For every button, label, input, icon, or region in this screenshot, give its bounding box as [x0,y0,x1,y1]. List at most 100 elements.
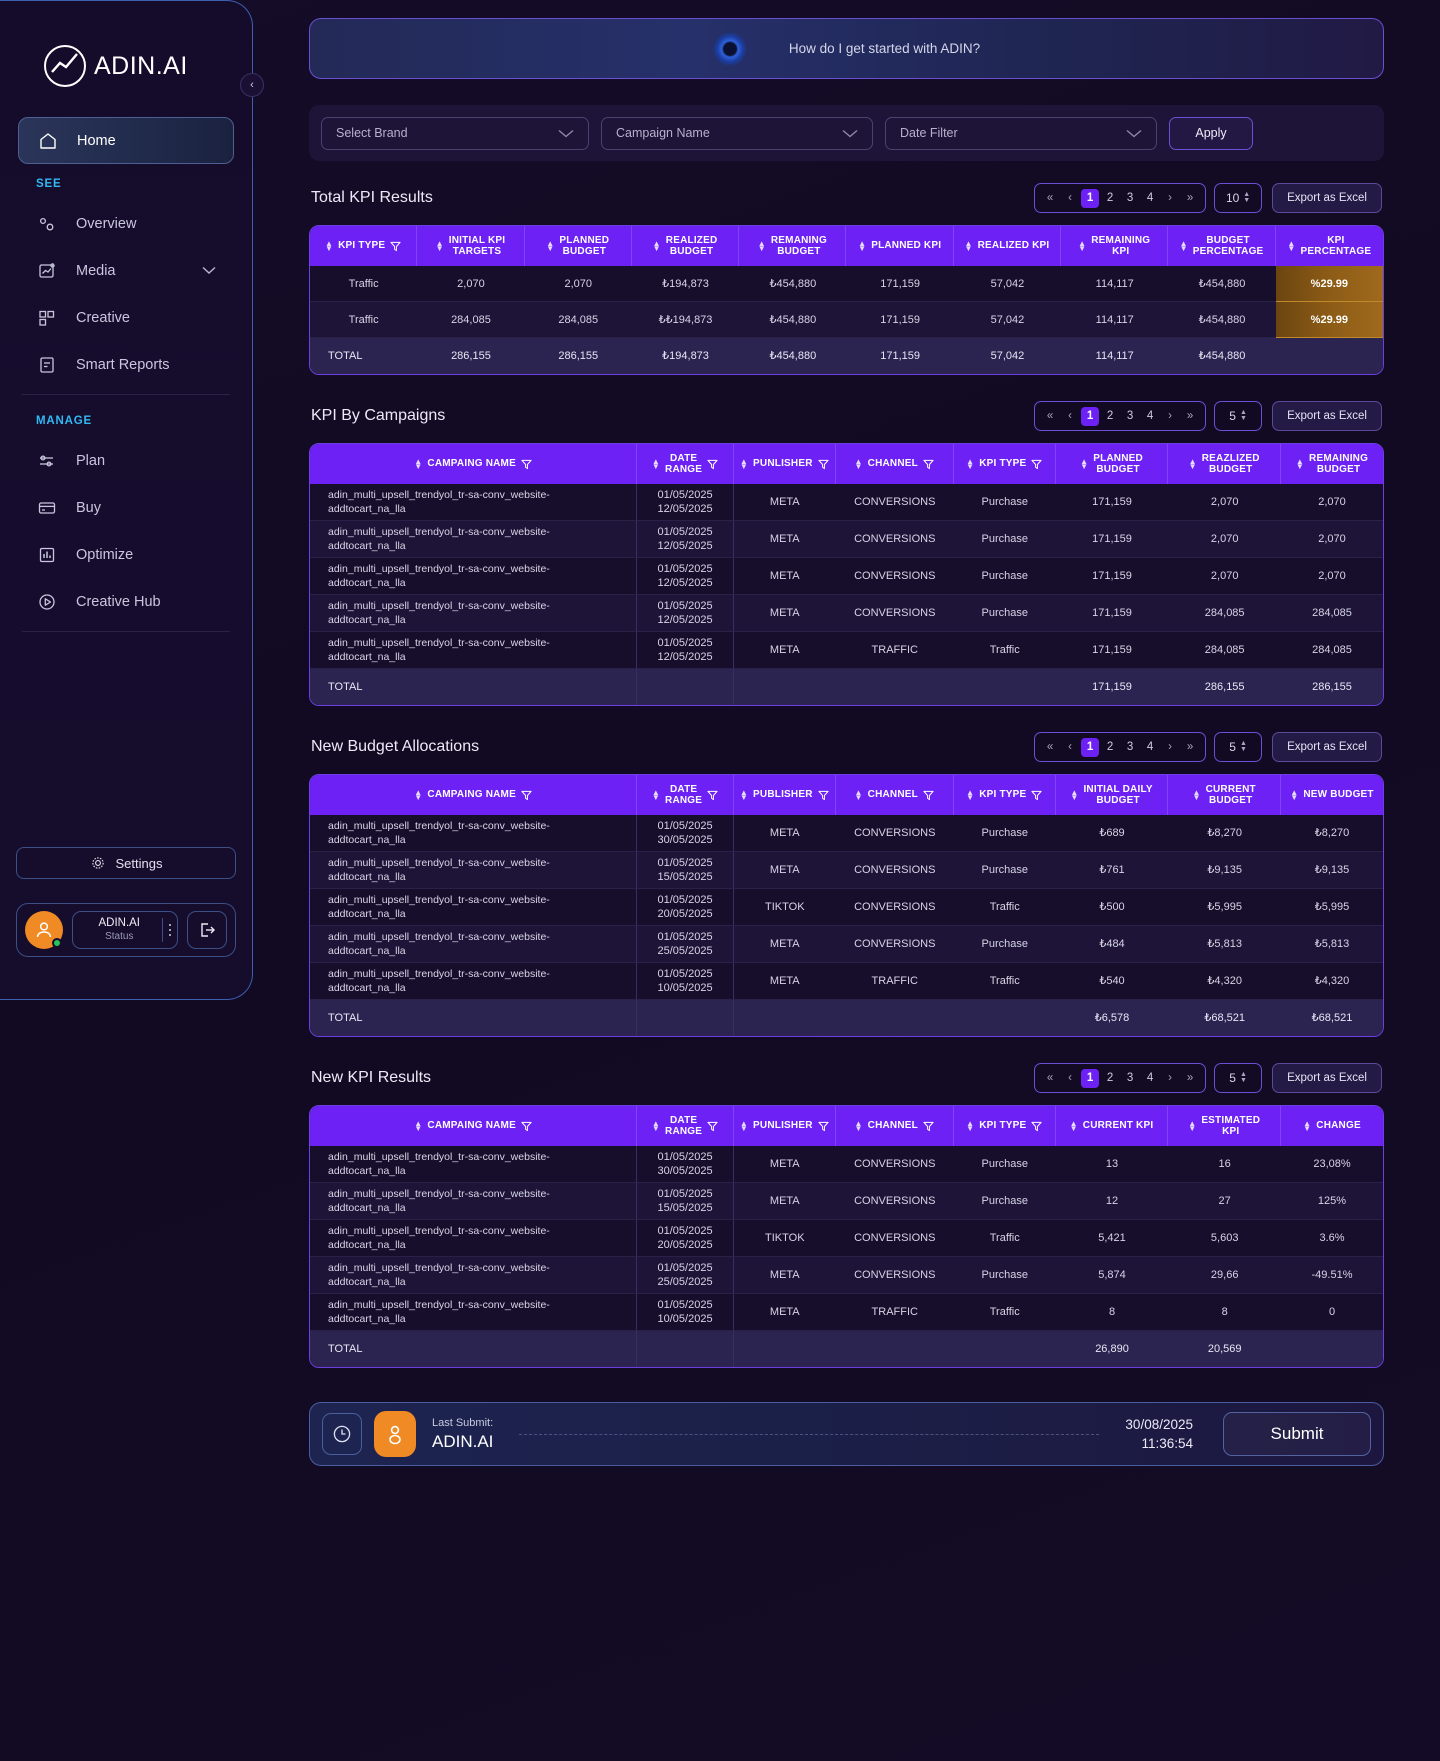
pager-page-1[interactable]: 1 [1081,406,1100,426]
sort-toggle-icon[interactable]: ▲ ▼ [651,788,661,802]
table-row[interactable]: adin_multi_upsell_trendyol_tr-sa-conv_we… [310,484,1383,521]
sort-toggle-icon[interactable]: ▲ ▼ [414,457,423,471]
select-brand-dropdown[interactable]: Select Brand [321,116,589,150]
app-logo[interactable]: ADIN.AI [22,1,230,87]
page-size-stepper[interactable]: 5 ▲ ▼ [1214,732,1263,762]
pager-last[interactable]: » [1186,192,1194,204]
filter-funnel-icon[interactable] [521,790,532,801]
pager-prev[interactable]: ‹ [1068,410,1073,422]
sort-toggle-icon[interactable]: ▲ ▼ [757,239,766,253]
filter-funnel-icon[interactable] [923,459,934,470]
column-header[interactable]: ▲ ▼ KPI TYPE [953,1106,1056,1146]
column-header[interactable]: ▲ ▼ DATE RANGE [637,775,734,815]
pager-last[interactable]: » [1186,741,1194,753]
column-header[interactable]: ▲ ▼ CHANNEL [835,775,954,815]
column-header[interactable]: ▲ ▼ REAZLIZED BUDGET [1168,444,1281,484]
column-header[interactable]: ▲ ▼ CAMPAING NAME [310,444,638,484]
kebab-menu-icon[interactable] [161,918,171,942]
column-header[interactable]: ▲ ▼ CURRENT BUDGET [1168,775,1281,815]
column-header[interactable]: ▲ ▼ CHANGE [1281,1106,1383,1146]
pager-prev[interactable]: ‹ [1068,741,1073,753]
pager-next[interactable]: › [1168,741,1173,753]
sort-toggle-icon[interactable]: ▲ ▼ [854,788,863,802]
pager-first[interactable]: « [1046,192,1054,204]
sort-toggle-icon[interactable]: ▲ ▼ [1188,1119,1197,1133]
campaign-name-dropdown[interactable]: Campaign Name [601,116,873,150]
table-row[interactable]: adin_multi_upsell_trendyol_tr-sa-conv_we… [310,852,1383,889]
sidebar-item-media[interactable]: Media [18,247,234,294]
column-header[interactable]: ▲ ▼ CHANNEL [835,444,954,484]
pager-page-2[interactable]: 2 [1106,410,1114,422]
table-row[interactable]: adin_multi_upsell_trendyol_tr-sa-conv_we… [310,595,1383,632]
column-header[interactable]: ▲ ▼ PUBLISHER [733,775,836,815]
column-header[interactable]: ▲ ▼ PLANNED BUDGET [524,226,632,266]
column-header[interactable]: ▲ ▼ DATE RANGE [637,444,734,484]
column-header[interactable]: ▲ ▼ CHANNEL [835,1106,954,1146]
table-row[interactable]: adin_multi_upsell_trendyol_tr-sa-conv_we… [310,558,1383,595]
table-row[interactable]: adin_multi_upsell_trendyol_tr-sa-conv_we… [310,815,1383,852]
filter-funnel-icon[interactable] [707,459,718,470]
sidebar-item-creative-hub[interactable]: Creative Hub [18,578,234,625]
export-as-excel-button[interactable]: Export as Excel [1272,401,1382,431]
pager-page-1[interactable]: 1 [1081,188,1100,208]
filter-funnel-icon[interactable] [707,790,718,801]
sort-toggle-icon[interactable]: ▲ ▼ [1295,457,1305,471]
column-header[interactable]: ▲ ▼ CURRENT KPI [1055,1106,1169,1146]
pager-page-1[interactable]: 1 [1081,1068,1100,1088]
sort-toggle-icon[interactable]: ▲ ▼ [1078,239,1087,253]
sort-toggle-icon[interactable]: ▲ ▼ [325,239,334,253]
table-row[interactable]: adin_multi_upsell_trendyol_tr-sa-conv_we… [310,1220,1383,1257]
apply-button[interactable]: Apply [1169,116,1253,150]
sort-toggle-icon[interactable]: ▲ ▼ [435,239,444,253]
sort-toggle-icon[interactable]: ▲ ▼ [1290,788,1299,802]
column-header[interactable]: ▲ ▼ PUNLISHER [733,1106,836,1146]
sort-toggle-icon[interactable]: ▲ ▼ [651,1119,661,1133]
pager-page-2[interactable]: 2 [1106,1072,1114,1084]
column-header[interactable]: ▲ ▼ BUDGET PERCENTAGE [1168,226,1276,266]
pager-page-4[interactable]: 4 [1146,1072,1154,1084]
column-header[interactable]: ▲ ▼ NEW BUDGET [1281,775,1383,815]
sort-toggle-icon[interactable]: ▲ ▼ [1303,1119,1312,1133]
column-header[interactable]: ▲ ▼ KPI PERCENTAGE [1275,226,1383,266]
pager-page-4[interactable]: 4 [1146,741,1154,753]
column-header[interactable]: ▲ ▼ REMANING BUDGET [739,226,847,266]
sort-toggle-icon[interactable]: ▲ ▼ [1287,239,1296,253]
column-header[interactable]: ▲ ▼ REALIZED KPI [953,226,1062,266]
table-row[interactable]: adin_multi_upsell_trendyol_tr-sa-conv_we… [310,1183,1383,1220]
pager-next[interactable]: › [1168,192,1173,204]
pager-prev[interactable]: ‹ [1068,192,1073,204]
page-size-stepper[interactable]: 5 ▲ ▼ [1214,401,1263,431]
pager-next[interactable]: › [1168,1072,1173,1084]
filter-funnel-icon[interactable] [1031,459,1042,470]
filter-funnel-icon[interactable] [390,241,401,252]
profile-chip[interactable]: ADIN.AI Status [72,911,178,949]
table-row[interactable]: adin_multi_upsell_trendyol_tr-sa-conv_we… [310,889,1383,926]
pager-page-4[interactable]: 4 [1146,192,1154,204]
avatar[interactable] [25,911,63,949]
sort-toggle-icon[interactable]: ▲ ▼ [651,457,661,471]
sort-toggle-icon[interactable]: ▲ ▼ [854,1119,863,1133]
pager-next[interactable]: › [1168,410,1173,422]
table-row[interactable]: adin_multi_upsell_trendyol_tr-sa-conv_we… [310,521,1383,558]
column-header[interactable]: ▲ ▼ KPI TYPE [953,775,1056,815]
column-header[interactable]: ▲ ▼ DATE RANGE [637,1106,734,1146]
table-row[interactable]: adin_multi_upsell_trendyol_tr-sa-conv_we… [310,632,1383,669]
sort-toggle-icon[interactable]: ▲ ▼ [964,239,973,253]
sort-toggle-icon[interactable]: ▲ ▼ [1192,788,1201,802]
column-header[interactable]: ▲ ▼ INITIAL KPI TARGETS [417,226,525,266]
sort-toggle-icon[interactable]: ▲ ▼ [1080,457,1089,471]
pager-first[interactable]: « [1046,410,1054,422]
filter-funnel-icon[interactable] [923,790,934,801]
filter-funnel-icon[interactable] [1031,790,1042,801]
pager-first[interactable]: « [1046,1072,1054,1084]
column-header[interactable]: ▲ ▼ REMAINING BUDGET [1281,444,1383,484]
chevron-down-icon[interactable] [202,266,216,275]
sort-toggle-icon[interactable]: ▲ ▼ [966,1119,975,1133]
pager-page-2[interactable]: 2 [1106,741,1114,753]
sort-toggle-icon[interactable]: ▲ ▼ [966,788,975,802]
submit-button[interactable]: Submit [1223,1412,1371,1456]
export-as-excel-button[interactable]: Export as Excel [1272,183,1382,213]
pager-page-3[interactable]: 3 [1126,410,1134,422]
column-header[interactable]: ▲ ▼ KPI TYPE [953,444,1056,484]
column-header[interactable]: ▲ ▼ INITIAL DAILY BUDGET [1055,775,1169,815]
